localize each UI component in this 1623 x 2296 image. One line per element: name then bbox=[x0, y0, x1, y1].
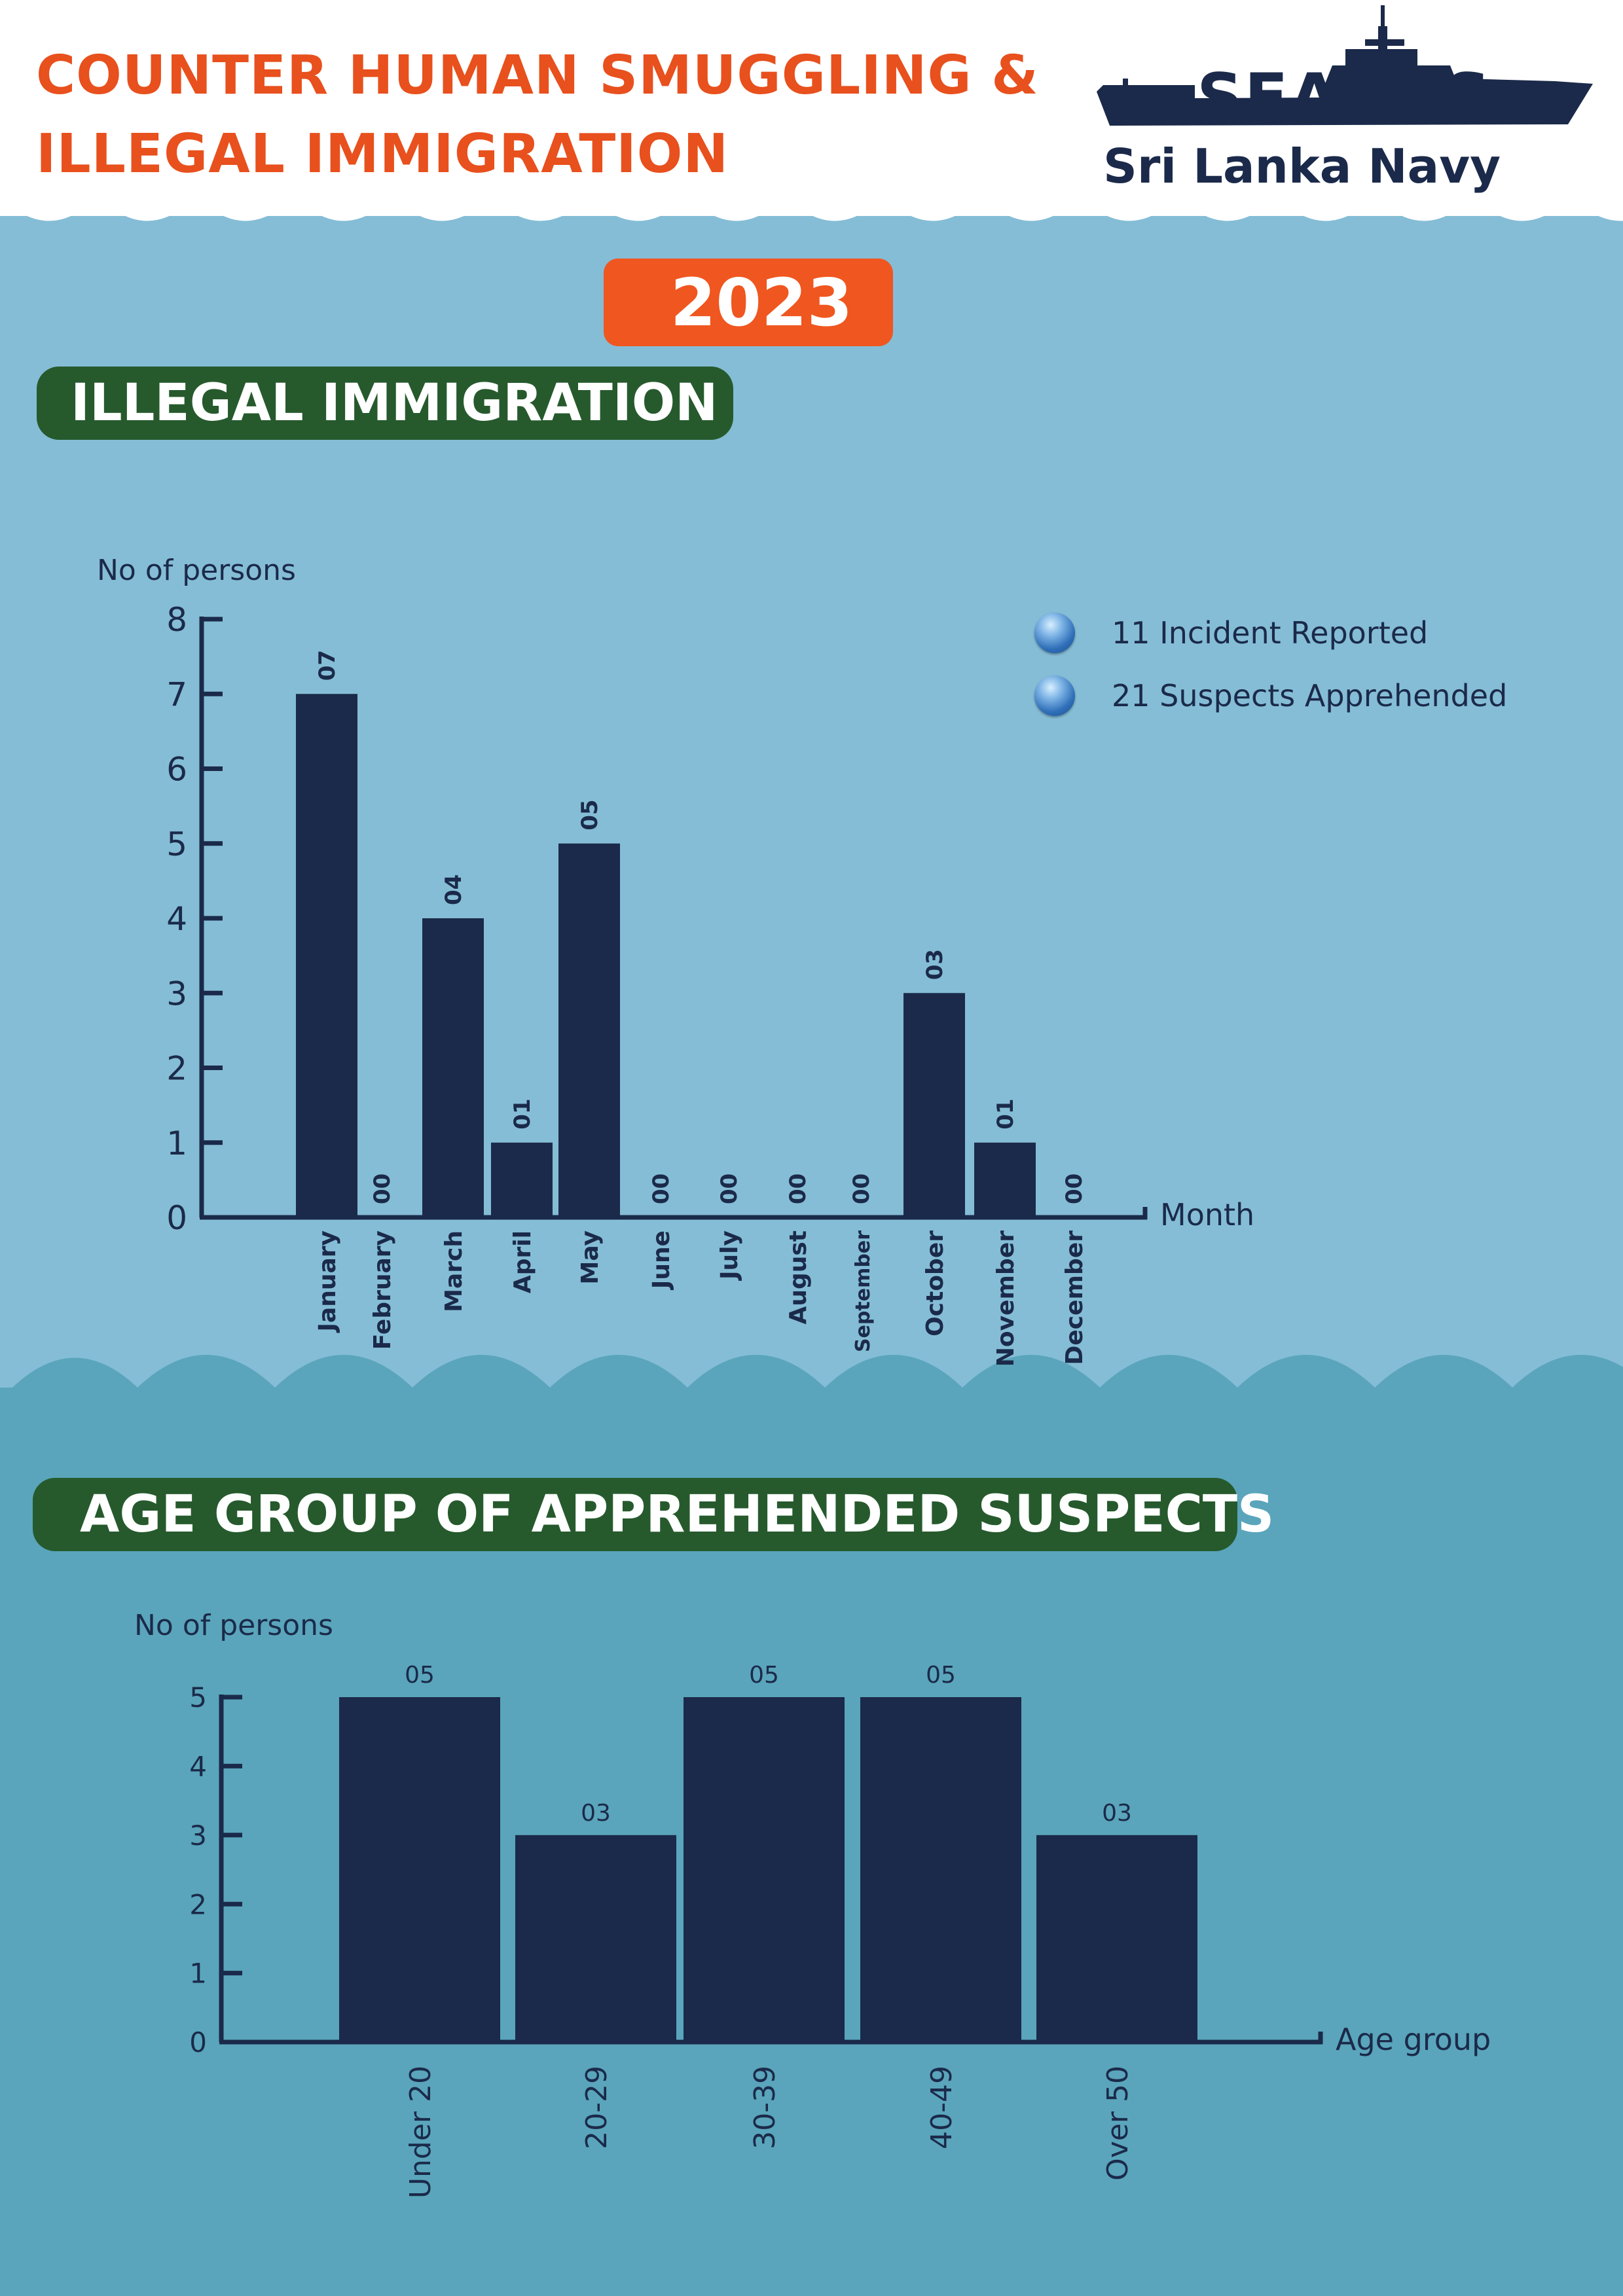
data-label: 00 bbox=[369, 1174, 395, 1204]
bar-40-49 bbox=[860, 1697, 1021, 2042]
data-label: 01 bbox=[993, 1098, 1019, 1129]
logo-wordmark: SEAOPS bbox=[1197, 60, 1493, 135]
data-label: 07 bbox=[314, 650, 340, 681]
bar-30-39 bbox=[684, 1697, 845, 2042]
blue-sphere-icon bbox=[1034, 613, 1075, 653]
y-tick-label: 6 bbox=[166, 751, 187, 789]
category-label: January bbox=[314, 1230, 341, 1333]
bar-20-29 bbox=[515, 1835, 676, 2042]
middle-wave-edge bbox=[0, 1355, 1623, 1414]
category-label: 20-29 bbox=[580, 2066, 613, 2149]
data-label: 03 bbox=[1102, 1800, 1132, 1827]
category-label: August bbox=[785, 1230, 812, 1325]
y-tick-label: 4 bbox=[189, 1751, 207, 1783]
y-tick-label: 3 bbox=[189, 1820, 207, 1852]
page-title-line-2: ILLEGAL IMMIGRATION bbox=[36, 123, 729, 185]
blue-sphere-icon bbox=[1034, 675, 1075, 716]
y-tick-label: 5 bbox=[189, 1681, 207, 1713]
year-badge: 2023 bbox=[604, 259, 893, 346]
data-label: 05 bbox=[749, 1662, 779, 1689]
y-tick-label: 0 bbox=[166, 1199, 187, 1237]
legend-suspects-text: 21 Suspects Apprehended bbox=[1112, 678, 1508, 713]
top-wave-edge bbox=[0, 0, 1623, 221]
data-label: 05 bbox=[405, 1662, 435, 1689]
data-label: 00 bbox=[1061, 1174, 1087, 1204]
y-tick-label: 0 bbox=[189, 2026, 207, 2058]
legend-item-incidents: 11 Incident Reported bbox=[1034, 613, 1428, 653]
logo-subtitle: Sri Lanka Navy bbox=[1103, 139, 1501, 194]
category-label: Over 50 bbox=[1101, 2066, 1135, 2181]
category-label: February bbox=[369, 1230, 396, 1350]
category-label: 40-49 bbox=[925, 2066, 958, 2149]
y-tick-label: 5 bbox=[166, 825, 187, 863]
top-scallop-edge bbox=[0, 0, 1623, 221]
data-label: 01 bbox=[509, 1098, 536, 1129]
data-label: 00 bbox=[648, 1174, 674, 1204]
data-label: 03 bbox=[581, 1800, 611, 1827]
category-label: Under 20 bbox=[404, 2066, 437, 2198]
chart1-y-axis-title: No of persons bbox=[97, 554, 296, 587]
legend-incidents-text: 11 Incident Reported bbox=[1112, 615, 1429, 651]
data-label: 00 bbox=[785, 1174, 811, 1204]
category-label: 30-39 bbox=[748, 2066, 782, 2149]
x-axis-title: Month bbox=[1160, 1197, 1254, 1232]
data-label: 00 bbox=[848, 1174, 875, 1204]
data-label: 05 bbox=[926, 1662, 956, 1689]
bar-november bbox=[974, 1142, 1036, 1217]
section-banner-illegal-immigration: ILLEGAL IMMIGRATION bbox=[37, 367, 733, 440]
y-tick-label: 1 bbox=[166, 1124, 187, 1162]
category-label: December bbox=[1061, 1230, 1088, 1365]
y-tick-label: 8 bbox=[166, 601, 187, 639]
middle-wave-bumps bbox=[0, 1355, 1623, 1414]
category-label: April bbox=[509, 1230, 536, 1293]
category-label: November bbox=[993, 1230, 1019, 1367]
category-label: May bbox=[577, 1230, 604, 1284]
bar-october bbox=[903, 993, 965, 1217]
data-label: 03 bbox=[922, 949, 948, 980]
bar-under-20 bbox=[339, 1697, 500, 2042]
y-tick-label: 2 bbox=[166, 1050, 187, 1088]
bar-over-50 bbox=[1036, 1835, 1197, 2042]
y-tick-label: 7 bbox=[166, 675, 187, 713]
page-title-line-1: COUNTER HUMAN SMUGGLING & bbox=[36, 45, 1039, 107]
category-label: July bbox=[716, 1230, 743, 1282]
bar-march bbox=[422, 918, 484, 1217]
category-label: October bbox=[922, 1230, 949, 1336]
bar-january bbox=[296, 694, 357, 1217]
bar-may bbox=[558, 843, 620, 1217]
bar-april bbox=[491, 1142, 553, 1217]
section-banner-age-group: AGE GROUP OF APPREHENDED SUSPECTS bbox=[33, 1478, 1274, 1551]
legend-item-suspects: 21 Suspects Apprehended bbox=[1034, 675, 1507, 716]
data-label: 05 bbox=[577, 799, 603, 830]
x-axis-title: Age group bbox=[1336, 2022, 1491, 2057]
category-label: March bbox=[441, 1230, 467, 1312]
y-tick-label: 2 bbox=[189, 1888, 207, 1920]
ship-silhouette-icon bbox=[1097, 5, 1593, 126]
category-label: June bbox=[648, 1230, 675, 1291]
y-tick-label: 3 bbox=[166, 975, 187, 1013]
y-tick-label: 4 bbox=[166, 900, 187, 938]
data-label: 04 bbox=[441, 874, 467, 905]
category-label: September bbox=[852, 1230, 875, 1352]
chart2-y-axis-title: No of persons bbox=[134, 1609, 333, 1642]
data-label: 00 bbox=[716, 1174, 742, 1204]
y-tick-label: 1 bbox=[189, 1958, 207, 1990]
